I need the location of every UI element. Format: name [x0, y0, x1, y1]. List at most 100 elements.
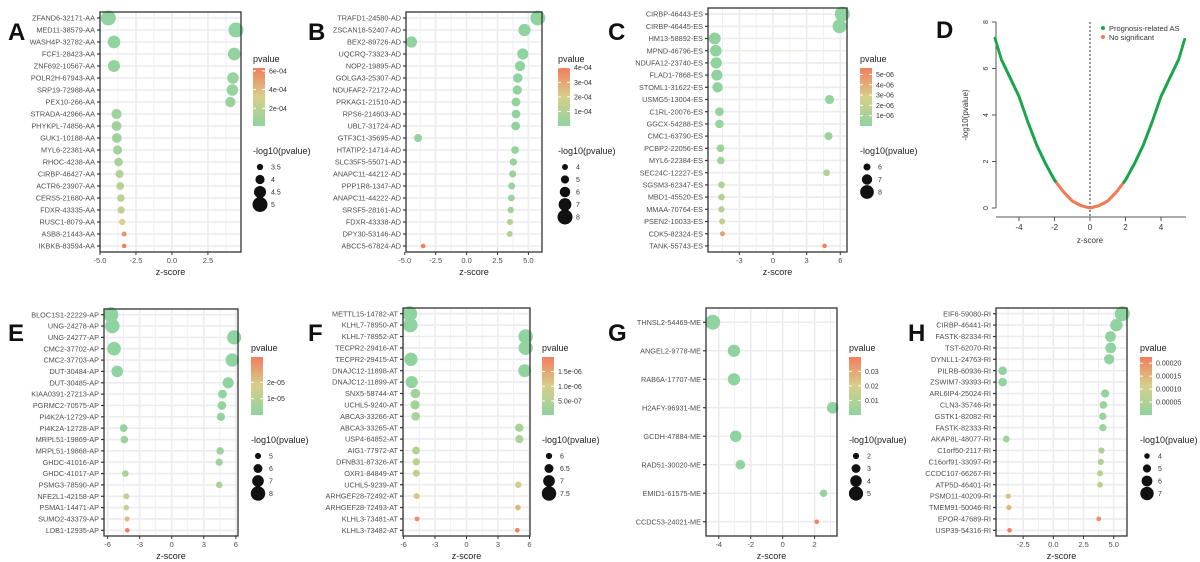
color-bar-label: 4e-04	[269, 87, 287, 94]
y-tick-label: KLHL3-73481-AT	[342, 515, 399, 524]
y-tick-label: GTF3C1-35695-AD	[338, 134, 401, 143]
y-tick-label: CDK5-82324-ES	[649, 229, 703, 238]
y-tick-label: 8	[983, 20, 990, 24]
size-legend-label: 6	[560, 454, 564, 461]
panel-letter: H	[908, 320, 925, 347]
y-tick-label: HM13-58892-ES	[649, 34, 703, 43]
plot-border	[103, 308, 239, 537]
y-tick-label: LDB1-12935-AP	[46, 526, 99, 535]
size-legend-label: 4.5	[271, 190, 281, 197]
data-point	[1101, 389, 1110, 398]
x-tick-label: 0	[771, 256, 775, 265]
y-tick-label: UCHL5-9240-AT	[344, 401, 398, 410]
data-point	[111, 121, 122, 131]
y-tick-label: EMID1-61575-ME	[643, 489, 702, 498]
panel-letter: A	[8, 19, 25, 46]
data-point	[215, 481, 223, 489]
size-legend-label: 2	[867, 454, 871, 461]
size-legend-key	[250, 486, 266, 501]
data-point	[121, 243, 127, 249]
data-point	[1097, 458, 1104, 465]
plot-border	[707, 7, 848, 253]
panel-e: E BLOC1S1-22229-AP UNG-24278-AP UNG-24277-A…	[8, 307, 309, 561]
color-bar-label: 1e-05	[267, 396, 285, 403]
size-legend-label: 7	[576, 202, 580, 209]
data-point	[509, 158, 517, 166]
y-tick-label: CMC1-63790-ES	[647, 132, 703, 141]
y-tick-label: ACTR6-23907-AA	[36, 182, 95, 191]
y-tick-label: UBL7-31724-AD	[347, 122, 401, 131]
x-tick-label: 5.0	[1109, 540, 1119, 549]
y-tick-label: ANGEL2-9778-ME	[640, 346, 701, 355]
data-point	[123, 504, 130, 511]
size-legend-key	[863, 163, 871, 171]
x-tick-label: 2.5	[1078, 540, 1088, 549]
size-legend-label: 6	[1158, 479, 1162, 486]
panel-d: D 0 2 4 6 8 -4 -2 0 2 4 z-score -log10(pvalue) Progno…	[936, 17, 1187, 245]
data-point	[819, 489, 828, 498]
x-tick-label: -5.0	[94, 256, 107, 265]
y-tick-label: KLHL3-73482-AT	[342, 526, 399, 535]
data-point	[1105, 331, 1116, 342]
data-point	[1099, 424, 1107, 432]
data-point	[123, 493, 130, 500]
y-tick-label: RPS6-214603-AD	[343, 110, 401, 119]
color-bar-label: 6e-04	[269, 68, 287, 75]
data-point	[998, 366, 1007, 376]
y-tick-label: GOLGA3-25307-AD	[336, 74, 401, 83]
size-legend-key	[848, 486, 864, 501]
size-legend-label: 7	[269, 479, 273, 486]
y-tick-label: FLAD1-7868-ES	[649, 71, 703, 80]
data-point	[107, 35, 121, 49]
data-point	[114, 157, 123, 167]
y-tick-label: 4	[983, 113, 990, 117]
color-bar-label: 2e-04	[574, 94, 592, 101]
color-bar-label: 0.00020	[1156, 361, 1181, 368]
x-tick-label: -6	[400, 540, 407, 549]
y-tick-label: CIRBP-46445-ES	[646, 22, 703, 31]
x-tick-label: -3	[136, 540, 143, 549]
size-legend-title: -log10(pvalue)	[860, 146, 918, 156]
x-tick-label: 0	[781, 540, 785, 549]
data-point	[115, 169, 124, 179]
plot-border	[99, 11, 242, 253]
panel-letter: B	[308, 19, 325, 46]
y-tick-label: GUK1-10188-AA	[40, 134, 95, 143]
size-legend-key	[1141, 475, 1153, 487]
data-point	[515, 435, 524, 444]
y-tick-label: GHDC-41017-AP	[43, 469, 100, 478]
x-tick-label: 6	[234, 540, 238, 549]
data-point	[403, 317, 418, 333]
y-tick-label: DNAJC12-11898-AT	[332, 366, 398, 375]
plot-background	[406, 12, 542, 252]
data-point	[413, 493, 420, 500]
data-point	[712, 82, 723, 93]
y-tick-label: OXR1-84849-AT	[344, 469, 398, 478]
data-point	[719, 231, 725, 237]
legend-marker	[1101, 26, 1105, 30]
y-tick-label: FDXR-43338-AD	[346, 218, 401, 227]
data-point	[414, 134, 423, 142]
y-tick-label: PSMG3-78590-AP	[39, 481, 100, 490]
color-bar-label: 0.02	[865, 383, 879, 390]
data-point	[511, 97, 521, 107]
data-point	[518, 364, 532, 378]
data-point	[103, 307, 119, 323]
size-legend-label: 7	[878, 177, 882, 184]
y-tick-label: PSMA1-14471-AP	[39, 503, 99, 512]
data-point	[511, 109, 521, 119]
y-tick-label: BEX2-89726-AD	[347, 38, 401, 47]
data-point	[716, 156, 725, 165]
x-tick-label: -3	[736, 256, 743, 265]
color-bar-label: 4e-04	[574, 65, 592, 72]
y-tick-label: UCHL5-9239-AT	[344, 480, 398, 489]
y-tick-label: SRP19-72988-AA	[37, 86, 95, 95]
data-point	[107, 341, 121, 356]
data-point	[511, 121, 521, 131]
y-tick-label: USP4-64852-AT	[345, 435, 399, 444]
color-bar	[1140, 357, 1152, 415]
panel-letter: D	[936, 17, 953, 44]
color-legend-title: pvalue	[253, 54, 280, 64]
data-point	[1104, 354, 1115, 365]
size-legend-title: -log10(pvalue)	[542, 435, 600, 445]
